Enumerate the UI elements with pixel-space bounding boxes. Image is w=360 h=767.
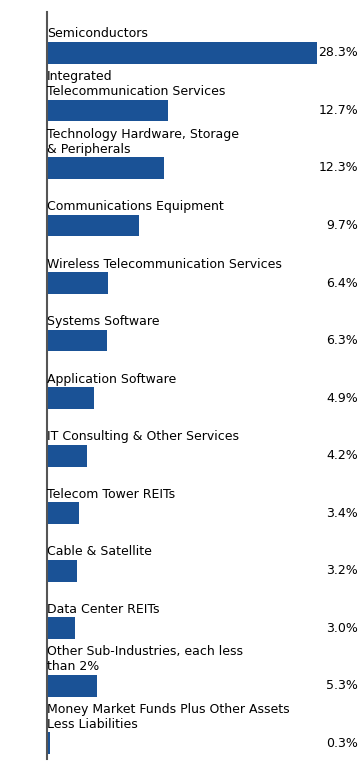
- Text: 4.9%: 4.9%: [327, 392, 358, 404]
- Text: 0.3%: 0.3%: [326, 737, 358, 749]
- Text: 3.2%: 3.2%: [327, 565, 358, 577]
- Text: 3.4%: 3.4%: [327, 507, 358, 519]
- Text: Other Sub-Industries, each less
than 2%: Other Sub-Industries, each less than 2%: [47, 645, 243, 673]
- Text: Communications Equipment: Communications Equipment: [47, 200, 224, 213]
- Text: Technology Hardware, Storage
& Peripherals: Technology Hardware, Storage & Periphera…: [47, 127, 239, 156]
- Bar: [47, 387, 94, 409]
- Bar: [47, 100, 168, 121]
- Text: IT Consulting & Other Services: IT Consulting & Other Services: [47, 430, 239, 443]
- Bar: [47, 560, 77, 581]
- Text: Application Software: Application Software: [47, 373, 176, 386]
- Text: Money Market Funds Plus Other Assets
Less Liabilities: Money Market Funds Plus Other Assets Les…: [47, 703, 289, 731]
- Text: Systems Software: Systems Software: [47, 315, 159, 328]
- Text: Telecom Tower REITs: Telecom Tower REITs: [47, 488, 175, 501]
- Text: 12.7%: 12.7%: [319, 104, 358, 117]
- Bar: [47, 330, 107, 351]
- Bar: [47, 617, 76, 639]
- Text: Integrated
Telecommunication Services: Integrated Telecommunication Services: [47, 70, 225, 98]
- Text: 5.3%: 5.3%: [326, 680, 358, 692]
- Bar: [47, 502, 79, 524]
- Text: 28.3%: 28.3%: [319, 47, 358, 59]
- Text: 6.4%: 6.4%: [327, 277, 358, 289]
- Text: 9.7%: 9.7%: [326, 219, 358, 232]
- Bar: [47, 445, 87, 466]
- Text: Wireless Telecommunication Services: Wireless Telecommunication Services: [47, 258, 282, 271]
- Text: 3.0%: 3.0%: [326, 622, 358, 634]
- Text: 12.3%: 12.3%: [319, 162, 358, 174]
- Bar: [47, 732, 50, 754]
- Text: 4.2%: 4.2%: [327, 449, 358, 462]
- Bar: [47, 675, 97, 696]
- Text: Cable & Satellite: Cable & Satellite: [47, 545, 152, 558]
- Text: Data Center REITs: Data Center REITs: [47, 603, 159, 616]
- Bar: [47, 272, 108, 294]
- Bar: [47, 157, 164, 179]
- Bar: [47, 42, 317, 64]
- Text: Semiconductors: Semiconductors: [47, 28, 148, 41]
- Text: 6.3%: 6.3%: [327, 334, 358, 347]
- Bar: [47, 215, 139, 236]
